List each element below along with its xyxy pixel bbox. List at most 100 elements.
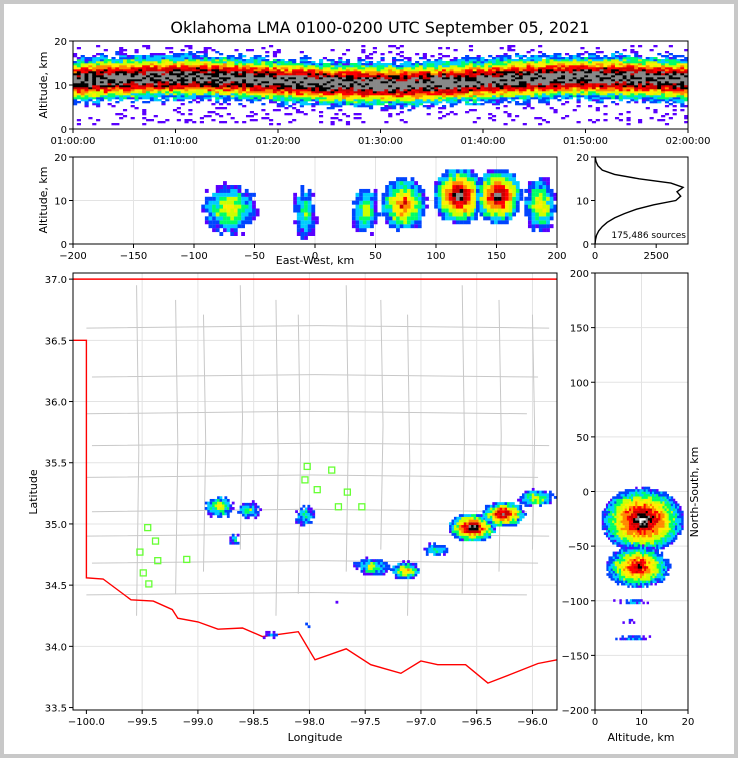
density-cell <box>527 204 532 209</box>
density-cell <box>311 103 316 106</box>
density-cell <box>96 97 101 100</box>
density-cell <box>395 83 401 86</box>
density-cell <box>459 177 464 182</box>
density-cell <box>245 79 251 82</box>
density-cell <box>353 73 358 76</box>
density-cell <box>603 89 608 92</box>
density-cell <box>215 204 220 209</box>
density-cell <box>557 93 562 96</box>
density-cell <box>392 208 397 213</box>
density-cell <box>368 63 374 66</box>
density-cell <box>657 73 662 76</box>
density-cell <box>241 196 245 201</box>
density-cell <box>157 121 162 124</box>
density-cell <box>607 91 612 94</box>
density-cell <box>276 61 281 64</box>
density-cell <box>384 69 389 72</box>
density-cell <box>472 75 477 78</box>
density-cell <box>599 59 604 62</box>
density-cell <box>672 57 677 60</box>
density-cell <box>307 231 312 236</box>
density-cell <box>622 61 627 64</box>
density-cell <box>515 81 520 84</box>
density-cell <box>157 55 162 58</box>
density-cell <box>664 105 670 108</box>
density-cell <box>399 119 404 122</box>
density-cell <box>584 91 589 94</box>
density-cell <box>495 77 500 80</box>
density-cell <box>252 208 256 213</box>
density-cell <box>73 81 78 84</box>
density-cell <box>511 83 516 86</box>
density-cell <box>172 89 178 92</box>
density-cell <box>576 65 581 68</box>
density-cell <box>418 91 424 94</box>
density-cell <box>388 91 393 94</box>
density-cell <box>396 185 400 190</box>
density-cell <box>269 81 274 84</box>
density-cell <box>422 69 427 72</box>
density-cell <box>668 57 673 60</box>
density-cell <box>319 101 324 104</box>
density-cell <box>146 61 151 64</box>
density-cell <box>618 119 623 122</box>
density-cell <box>641 83 647 86</box>
density-cell <box>426 73 431 76</box>
density-cell <box>522 87 527 90</box>
density-cell <box>580 87 585 90</box>
density-cell <box>130 79 135 82</box>
density-cell <box>180 81 185 84</box>
density-cell <box>649 65 654 68</box>
density-cell <box>307 63 312 66</box>
density-cell <box>307 99 312 102</box>
density-cell <box>330 91 335 94</box>
density-cell <box>192 87 197 90</box>
density-cell <box>618 85 623 88</box>
density-cell <box>376 83 381 86</box>
density-cell <box>255 208 260 213</box>
density-cell <box>245 93 251 96</box>
density-cell <box>491 61 497 64</box>
density-cell <box>410 224 415 229</box>
density-cell <box>342 85 347 88</box>
density-cell <box>244 192 249 197</box>
density-cell <box>414 192 419 197</box>
density-cell <box>245 77 251 80</box>
density-cell <box>392 91 397 94</box>
density-cell <box>361 87 366 90</box>
density-cell <box>103 63 108 66</box>
density-cell <box>403 83 408 86</box>
density-cell <box>645 95 650 98</box>
density-cell <box>638 87 643 90</box>
density-cell <box>365 61 370 64</box>
density-cell <box>299 81 304 84</box>
density-cell <box>288 63 293 66</box>
density-cell <box>497 208 502 213</box>
density-cell <box>541 67 547 70</box>
density-cell <box>388 99 393 102</box>
density-cell <box>657 83 662 86</box>
density-cell <box>680 55 685 58</box>
density-cell <box>468 87 474 90</box>
density-cell <box>249 73 254 76</box>
density-cell <box>319 103 324 106</box>
density-cell <box>212 512 215 516</box>
density-cell <box>165 93 170 96</box>
density-cell <box>219 53 224 56</box>
density-cell <box>366 200 371 205</box>
density-cell <box>549 208 554 213</box>
density-cell <box>196 95 201 98</box>
density-cell <box>180 91 185 94</box>
density-cell <box>495 103 500 106</box>
density-cell <box>541 65 547 68</box>
density-cell <box>215 77 220 80</box>
density-cell <box>407 83 412 86</box>
density-cell <box>245 99 251 102</box>
density-cell <box>203 93 208 96</box>
density-cell <box>499 67 504 70</box>
density-cell <box>622 59 627 62</box>
density-cell <box>222 83 228 86</box>
density-cell <box>422 79 427 82</box>
density-cell <box>370 220 374 225</box>
density-cell <box>366 204 371 209</box>
